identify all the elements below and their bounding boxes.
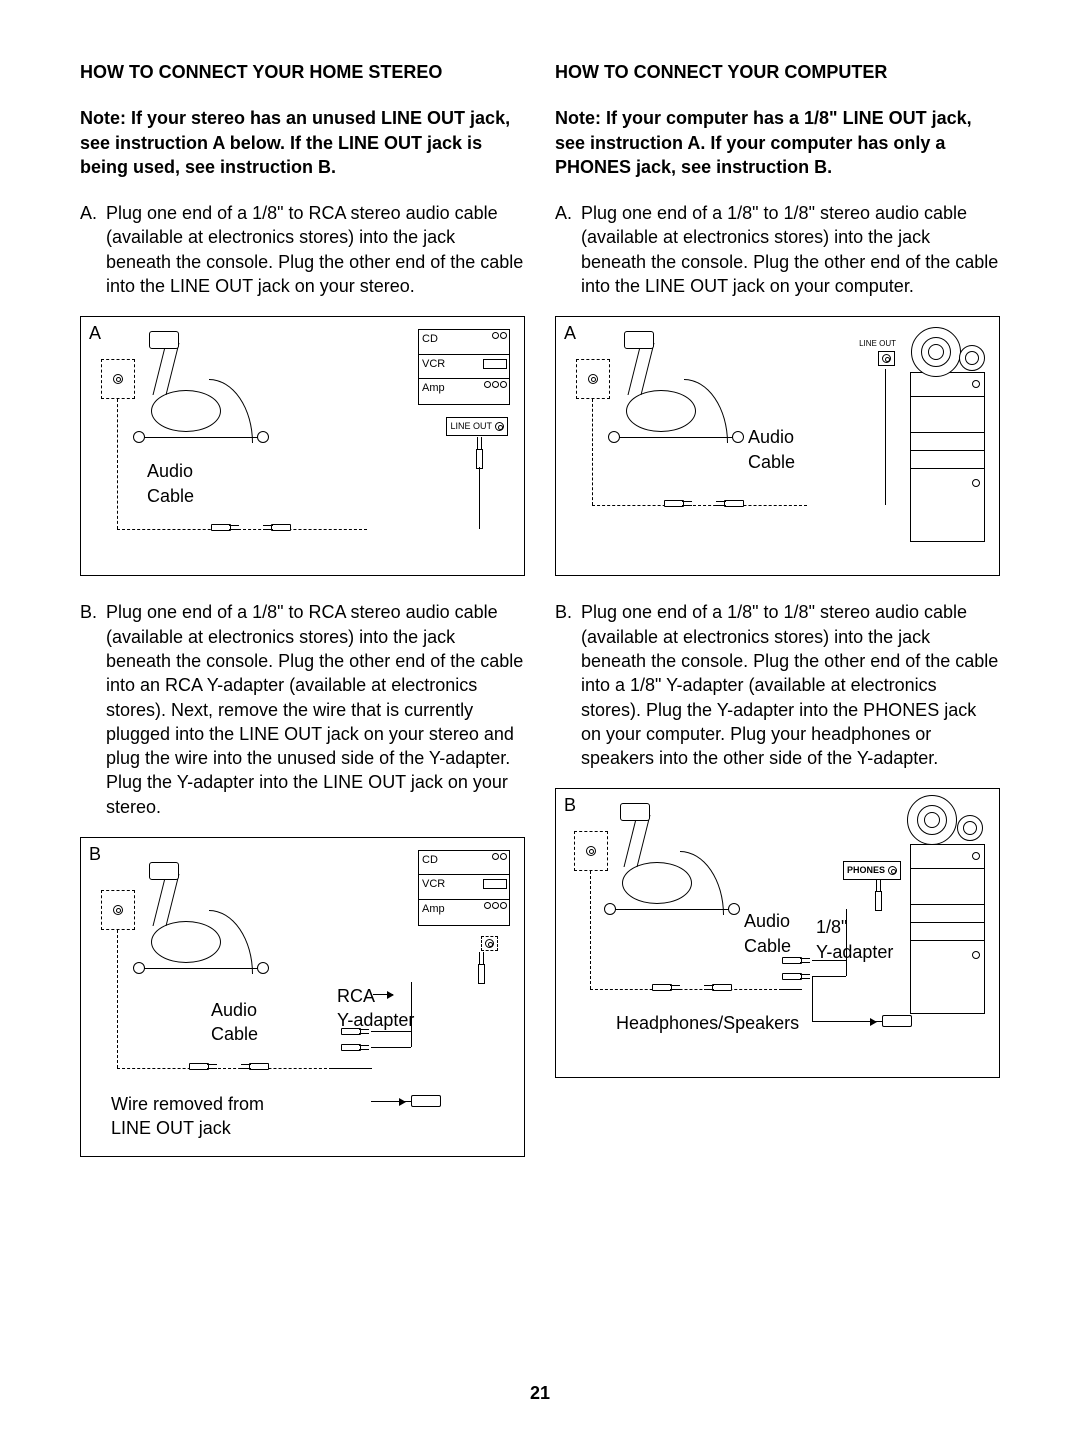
plug-vert-icon xyxy=(873,879,883,909)
y-plug-icon xyxy=(782,971,812,981)
left-step-a: A. Plug one end of a 1/8" to RCA stereo … xyxy=(80,201,525,298)
dashed-line xyxy=(592,399,593,505)
wire-removed-label: Wire removed from LINE OUT jack xyxy=(111,1092,264,1141)
cable-line xyxy=(479,467,480,529)
plug-vert-icon xyxy=(474,437,484,467)
left-heading: HOW TO CONNECT YOUR HOME STEREO xyxy=(80,60,525,84)
rack-label: VCR xyxy=(422,878,445,890)
step-text: Plug one end of a 1/8" to 1/8" stereo au… xyxy=(581,600,1000,770)
right-diagram-a: A LINE OUT xyxy=(555,316,1000,576)
arrow-icon xyxy=(814,1021,876,1022)
cable-line xyxy=(782,989,802,990)
speaker-small-icon xyxy=(957,815,983,841)
elliptical-icon xyxy=(602,807,752,937)
arrow-icon xyxy=(373,994,393,995)
dashed-line xyxy=(590,871,591,989)
corner-label: B xyxy=(564,793,576,817)
cable-line xyxy=(371,1047,411,1048)
step-letter: A. xyxy=(555,201,581,298)
dashed-line xyxy=(117,399,118,529)
speaker-large-icon xyxy=(911,327,961,377)
console-jack-icon xyxy=(576,359,610,399)
console-jack-icon xyxy=(101,890,135,930)
left-note: Note: If your stereo has an unused LINE … xyxy=(80,106,525,179)
audio-cable-label: Audio Cable xyxy=(744,909,791,958)
lineout-text: LINE OUT xyxy=(859,339,896,350)
plug-icon xyxy=(714,498,744,508)
corner-label: A xyxy=(564,321,576,345)
elliptical-icon xyxy=(131,335,281,465)
phones-label-icon: PHONES xyxy=(843,861,901,879)
dashed-line xyxy=(117,930,118,1068)
plug-vert-icon xyxy=(476,952,486,982)
plug-icon xyxy=(261,522,291,532)
headphones-label: Headphones/Speakers xyxy=(616,1011,799,1035)
step-text: Plug one end of a 1/8" to 1/8" stereo au… xyxy=(581,201,1000,298)
corner-label: A xyxy=(89,321,101,345)
rack-label: CD xyxy=(422,333,438,345)
dashed-line xyxy=(592,505,807,506)
audio-cable-label: Audio Cable xyxy=(748,425,795,474)
cable-line xyxy=(812,976,846,977)
computer-tower-icon xyxy=(910,844,985,1014)
stereo-rack-icon: CD VCR Amp xyxy=(418,329,510,405)
audio-cable-label: Audio Cable xyxy=(147,459,194,508)
plug-icon xyxy=(211,522,241,532)
dashed-line xyxy=(590,989,782,990)
right-diagram-b: B PHONES xyxy=(555,788,1000,1078)
dashed-line xyxy=(117,529,367,530)
plug-rect-icon xyxy=(411,1095,441,1107)
speaker-large-icon xyxy=(907,795,957,845)
console-jack-icon xyxy=(574,831,608,871)
stereo-rack-icon: CD VCR Amp xyxy=(418,850,510,926)
lineout-label: LINE OUT xyxy=(856,337,899,352)
plug-icon xyxy=(239,1061,269,1071)
cable-line xyxy=(812,976,813,1021)
lineout-label-icon: LINE OUT xyxy=(446,417,508,435)
plug-icon xyxy=(702,982,732,992)
y-adapter-label: 1/8" Y-adapter xyxy=(816,915,893,964)
console-jack-icon xyxy=(101,359,135,399)
lineout-jack-icon xyxy=(878,351,895,366)
y-plug-icon xyxy=(341,1042,371,1052)
corner-label: B xyxy=(89,842,101,866)
lineout-dashed-icon xyxy=(481,936,498,951)
right-step-a: A. Plug one end of a 1/8" to 1/8" stereo… xyxy=(555,201,1000,298)
phones-text: PHONES xyxy=(847,864,885,876)
rack-label: Amp xyxy=(422,382,445,394)
left-column: HOW TO CONNECT YOUR HOME STEREO Note: If… xyxy=(80,60,525,1181)
page-number: 21 xyxy=(80,1381,1000,1405)
elliptical-icon xyxy=(131,866,281,996)
left-diagram-b: B CD VCR Amp xyxy=(80,837,525,1157)
plug-icon xyxy=(652,982,682,992)
rack-label: VCR xyxy=(422,358,445,370)
elliptical-icon xyxy=(606,335,756,465)
step-text: Plug one end of a 1/8" to RCA stereo aud… xyxy=(106,201,525,298)
left-diagram-a: A CD VCR Amp LINE O xyxy=(80,316,525,576)
plug-icon xyxy=(664,498,694,508)
rack-label: Amp xyxy=(422,903,445,915)
left-step-b: B. Plug one end of a 1/8" to RCA stereo … xyxy=(80,600,525,819)
cable-line xyxy=(332,1068,372,1069)
lineout-text: LINE OUT xyxy=(450,420,492,432)
rca-label: RCA Y-adapter xyxy=(337,984,414,1033)
rack-label: CD xyxy=(422,854,438,866)
right-note: Note: If your computer has a 1/8" LINE O… xyxy=(555,106,1000,179)
computer-tower-icon xyxy=(910,372,985,542)
speaker-small-icon xyxy=(959,345,985,371)
right-heading: HOW TO CONNECT YOUR COMPUTER xyxy=(555,60,1000,84)
arrow-icon xyxy=(371,1101,405,1102)
plug-icon xyxy=(189,1061,219,1071)
right-step-b: B. Plug one end of a 1/8" to 1/8" stereo… xyxy=(555,600,1000,770)
dashed-line xyxy=(117,1068,332,1069)
step-letter: B. xyxy=(80,600,106,819)
step-text: Plug one end of a 1/8" to RCA stereo aud… xyxy=(106,600,525,819)
cable-line xyxy=(885,369,886,505)
step-letter: B. xyxy=(555,600,581,770)
audio-cable-label: Audio Cable xyxy=(211,998,258,1047)
headphone-plug-icon xyxy=(882,1015,912,1027)
step-letter: A. xyxy=(80,201,106,298)
right-column: HOW TO CONNECT YOUR COMPUTER Note: If yo… xyxy=(555,60,1000,1181)
